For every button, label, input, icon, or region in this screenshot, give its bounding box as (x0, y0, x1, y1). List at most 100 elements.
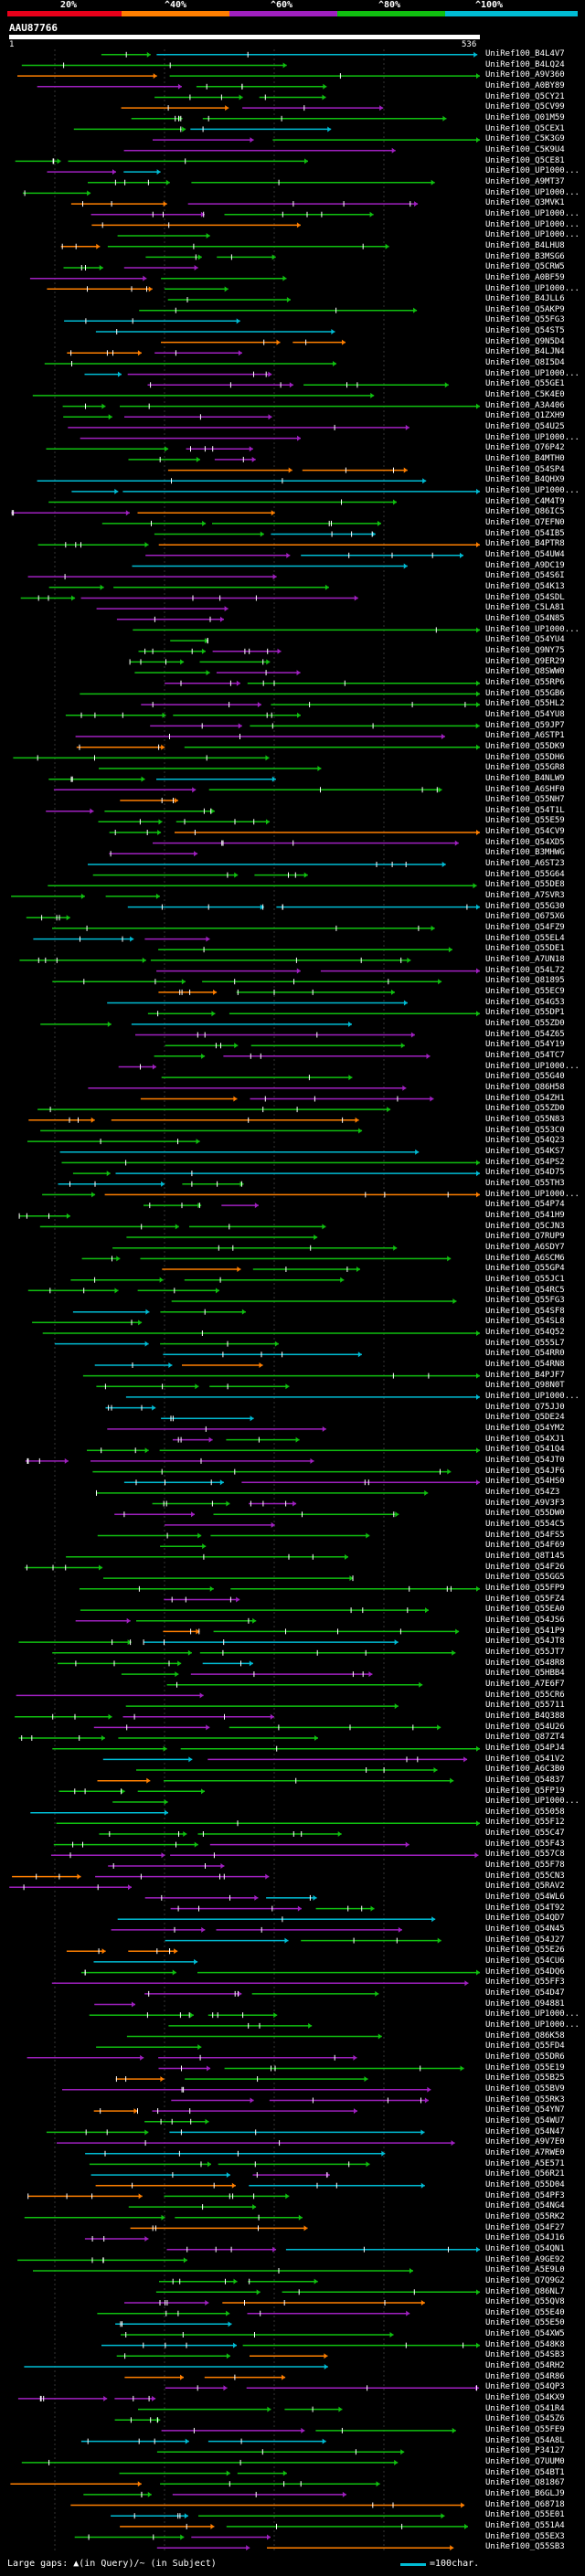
hit-label[interactable]: UniRef100_B4Q388 (485, 1711, 565, 1721)
hit-label[interactable]: UniRef100_Q86IC5 (485, 507, 565, 517)
hit-label[interactable]: UniRef100_Q541Q4 (485, 1445, 565, 1455)
hit-label[interactable]: UniRef100_Q55EC9 (485, 987, 565, 997)
hit-label[interactable]: UniRef100_Q54YN7 (485, 2105, 565, 2115)
hit-label[interactable]: UniRef100_A7UN18 (485, 955, 565, 965)
hit-label[interactable]: UniRef100_Q54UW4 (485, 550, 565, 559)
hit-label[interactable]: UniRef100_Q5HBB4 (485, 1669, 565, 1679)
hit-label[interactable]: UniRef100_Q54SDL (485, 592, 565, 602)
hit-label[interactable]: UniRef100_B4LHU8 (485, 240, 565, 250)
hit-label[interactable]: UniRef100_A5E571 (485, 2158, 565, 2168)
hit-label[interactable]: UniRef100_Q55NH7 (485, 795, 565, 805)
hit-label[interactable]: UniRef100_Q5CV99 (485, 102, 565, 112)
hit-label[interactable]: UniRef100_Q5CJN3 (485, 1221, 565, 1231)
hit-label[interactable]: UniRef100_Q55FD4 (485, 2041, 565, 2051)
hit-label[interactable]: UniRef100_UP1000... (485, 283, 580, 293)
hit-label[interactable]: UniRef100_Q94881 (485, 1998, 565, 2009)
hit-label[interactable]: UniRef100_Q55C47 (485, 1829, 565, 1839)
hit-label[interactable]: UniRef100_Q01M59 (485, 112, 565, 122)
hit-label[interactable]: UniRef100_Q55711 (485, 1701, 565, 1711)
hit-label[interactable]: UniRef100_B6GLJ9 (485, 2489, 565, 2499)
hit-label[interactable]: UniRef100_Q55QV8 (485, 2297, 565, 2307)
hit-label[interactable]: UniRef100_UP1000... (485, 1189, 580, 1199)
hit-label[interactable]: UniRef100_UP1000... (485, 230, 580, 240)
hit-label[interactable]: UniRef100_Q55RK2 (485, 2211, 565, 2221)
hit-label[interactable]: UniRef100_Q54L72 (485, 965, 565, 975)
hit-label[interactable]: UniRef100_Q54R86 (485, 2371, 565, 2381)
hit-label[interactable]: UniRef100_Q86K58 (485, 2030, 565, 2041)
hit-label[interactable]: UniRef100_Q86H58 (485, 1082, 565, 1092)
hit-label[interactable]: UniRef100_Q55E26 (485, 1945, 565, 1956)
hit-label[interactable]: UniRef100_Q8SWW0 (485, 667, 565, 677)
hit-label[interactable]: UniRef100_Q54YU4 (485, 635, 565, 645)
hit-label[interactable]: UniRef100_Q55FP9 (485, 1583, 565, 1593)
hit-label[interactable]: UniRef100_A7RWE0 (485, 2147, 565, 2157)
hit-label[interactable]: UniRef100_A6SDY7 (485, 1242, 565, 1252)
hit-label[interactable]: UniRef100_C5K9U4 (485, 144, 565, 154)
hit-label[interactable]: UniRef100_Q55E59 (485, 816, 565, 826)
hit-label[interactable]: UniRef100_Q54XW5 (485, 2329, 565, 2339)
hit-label[interactable]: UniRef100_Q54S6I (485, 571, 565, 581)
hit-label[interactable]: UniRef100_Q55JT7 (485, 1647, 565, 1657)
hit-label[interactable]: UniRef100_Q55FG3 (485, 1296, 565, 1306)
hit-label[interactable]: UniRef100_Q54TC7 (485, 1051, 565, 1060)
hit-label[interactable]: UniRef100_Q55GB6 (485, 688, 565, 698)
hit-label[interactable]: UniRef100_A6SHF0 (485, 784, 565, 794)
hit-label[interactable]: UniRef100_Q54YU8 (485, 709, 565, 719)
hit-label[interactable]: UniRef100_UP1000... (485, 1061, 580, 1071)
hit-label[interactable]: UniRef100_Q7RUP9 (485, 1232, 565, 1242)
hit-label[interactable]: UniRef100_Q5FP19 (485, 1786, 565, 1796)
hit-label[interactable]: UniRef100_Q54Q23 (485, 1136, 565, 1146)
hit-label[interactable]: UniRef100_Q55BV9 (485, 2083, 565, 2094)
hit-label[interactable]: UniRef100_C4M4T9 (485, 496, 565, 506)
hit-label[interactable]: UniRef100_Q55DP1 (485, 1008, 565, 1018)
hit-label[interactable]: UniRef100_UP1000... (485, 624, 580, 634)
hit-label[interactable]: UniRef100_Q55DK9 (485, 741, 565, 751)
hit-label[interactable]: UniRef100_Q55N83 (485, 1114, 565, 1124)
hit-label[interactable]: UniRef100_Q54QN1 (485, 2243, 565, 2253)
hit-label[interactable]: UniRef100_Q55G64 (485, 869, 565, 879)
hit-label[interactable]: UniRef100_Q55D04 (485, 2179, 565, 2189)
hit-label[interactable]: UniRef100_B4MTH0 (485, 454, 565, 464)
hit-label[interactable]: UniRef100_Q54Z3 (485, 1488, 560, 1498)
hit-label[interactable]: UniRef100_A9MT37 (485, 176, 565, 186)
hit-label[interactable]: UniRef100_Q54Q52 (485, 1328, 565, 1338)
hit-label[interactable]: UniRef100_Q7UUM0 (485, 2457, 565, 2467)
hit-label[interactable]: UniRef100_Q55GG5 (485, 1573, 565, 1583)
hit-label[interactable]: UniRef100_Q675X6 (485, 912, 565, 922)
hit-label[interactable]: UniRef100_Q54F27 (485, 2222, 565, 2232)
hit-label[interactable]: UniRef100_Q68718 (485, 2499, 565, 2509)
hit-label[interactable]: UniRef100_UP1000... (485, 219, 580, 229)
hit-label[interactable]: UniRef100_Q548R8 (485, 1658, 565, 1668)
hit-label[interactable]: UniRef100_Q56R21 (485, 2169, 565, 2179)
hit-label[interactable]: UniRef100_Q54T1L (485, 805, 565, 815)
hit-label[interactable]: UniRef100_Q5AKP9 (485, 304, 565, 314)
hit-label[interactable]: UniRef100_Q54D47 (485, 1988, 565, 1998)
hit-label[interactable]: UniRef100_Q5DE24 (485, 1413, 565, 1423)
hit-label[interactable]: UniRef100_B4JLL6 (485, 294, 565, 304)
hit-label[interactable]: UniRef100_Q54YM2 (485, 1424, 565, 1434)
hit-label[interactable]: UniRef100_Q55F12 (485, 1818, 565, 1828)
hit-label[interactable]: UniRef100_A5E9L0 (485, 2265, 565, 2275)
hit-label[interactable]: UniRef100_Q54DQ6 (485, 1966, 565, 1977)
hit-label[interactable]: UniRef100_Q55ZD0 (485, 1019, 565, 1029)
hit-label[interactable]: UniRef100_Q9N5D4 (485, 336, 565, 346)
hit-label[interactable]: UniRef100_UP1000... (485, 2020, 580, 2030)
hit-label[interactable]: UniRef100_Q9ER29 (485, 656, 565, 666)
hit-label[interactable]: UniRef100_B4PTR8 (485, 539, 565, 549)
hit-label[interactable]: UniRef100_Q54JT0 (485, 1456, 565, 1466)
hit-label[interactable]: UniRef100_A6STP1 (485, 731, 565, 741)
hit-label[interactable]: UniRef100_A3A406 (485, 400, 565, 410)
hit-label[interactable]: UniRef100_Q54HS0 (485, 1477, 565, 1487)
hit-label[interactable]: UniRef100_Q54JF6 (485, 1466, 565, 1476)
hit-label[interactable]: UniRef100_Q54A8L (485, 2435, 565, 2445)
hit-label[interactable]: UniRef100_Q54NG4 (485, 2201, 565, 2211)
hit-label[interactable]: UniRef100_Q545Z6 (485, 2414, 565, 2424)
hit-label[interactable]: UniRef100_Q55GR8 (485, 763, 565, 773)
hit-label[interactable]: UniRef100_UP1000... (485, 208, 580, 218)
hit-label[interactable]: UniRef100_Q55HL2 (485, 699, 565, 709)
hit-label[interactable]: UniRef100_Q54RN8 (485, 1360, 565, 1370)
hit-label[interactable]: UniRef100_Q54FZ9 (485, 923, 565, 933)
hit-label[interactable]: UniRef100_Q54837 (485, 1775, 565, 1785)
hit-label[interactable]: UniRef100_Q55G30 (485, 901, 565, 911)
hit-label[interactable]: UniRef100_A0BY89 (485, 80, 565, 90)
